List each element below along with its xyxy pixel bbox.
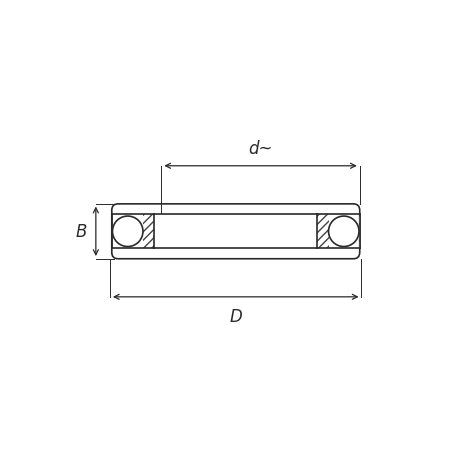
Circle shape <box>112 217 143 247</box>
Text: d~: d~ <box>248 140 272 157</box>
Bar <box>358 215 359 249</box>
Circle shape <box>328 217 358 247</box>
Text: D: D <box>229 307 241 325</box>
Bar <box>317 215 328 249</box>
Bar <box>143 215 154 249</box>
Text: B: B <box>75 223 87 241</box>
FancyBboxPatch shape <box>112 204 359 259</box>
